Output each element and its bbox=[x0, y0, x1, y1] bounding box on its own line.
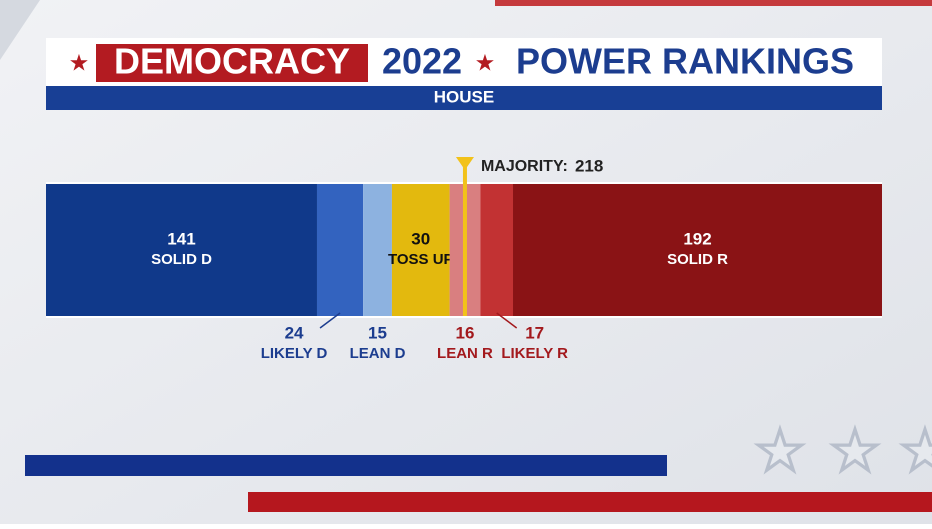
value-label: 16 bbox=[455, 323, 474, 342]
majority-value: 218 bbox=[575, 156, 603, 175]
star: ★ bbox=[900, 419, 932, 482]
decor-stripe bbox=[25, 455, 667, 476]
bar-segment bbox=[391, 184, 450, 316]
decor-stripe bbox=[495, 0, 932, 6]
leader-line bbox=[319, 312, 341, 329]
value-label: 192 bbox=[683, 229, 711, 248]
majority-marker bbox=[455, 157, 474, 170]
title-part: DEMOCRACY bbox=[114, 41, 350, 82]
star: ★ bbox=[476, 52, 494, 74]
decor bbox=[0, 0, 40, 60]
leader-line bbox=[496, 312, 518, 329]
segment-label: LIKELY D bbox=[261, 345, 328, 362]
decor-stripe bbox=[248, 492, 932, 512]
subtitle-strip bbox=[46, 86, 882, 110]
segment-label: LIKELY R bbox=[501, 345, 568, 362]
bar-segment bbox=[480, 184, 514, 316]
star: ★ bbox=[755, 419, 805, 482]
subtitle: HOUSE bbox=[434, 87, 494, 106]
title-box bbox=[96, 44, 368, 82]
segment-label: TOSS UP bbox=[388, 251, 454, 268]
value-label: 15 bbox=[368, 323, 387, 342]
segment-label: SOLID D bbox=[151, 251, 212, 268]
bar-segment bbox=[46, 184, 317, 316]
majority-label: MAJORITY: bbox=[481, 158, 568, 175]
value-label: 141 bbox=[167, 229, 195, 248]
star: ★ bbox=[830, 419, 880, 482]
title-part: POWER RANKINGS bbox=[516, 41, 854, 82]
bar-segment bbox=[513, 184, 882, 316]
value-label: 24 bbox=[285, 323, 304, 342]
segment-label: LEAN D bbox=[350, 345, 406, 362]
value-label: 30 bbox=[411, 229, 430, 248]
segment-label: SOLID R bbox=[667, 251, 728, 268]
title-part: 2022 bbox=[382, 41, 462, 82]
value-label: 17 bbox=[525, 323, 544, 342]
segment-label: LEAN R bbox=[437, 345, 493, 362]
bar-segment bbox=[316, 184, 364, 316]
star: ★ bbox=[70, 52, 88, 74]
bar-segment bbox=[363, 184, 392, 316]
